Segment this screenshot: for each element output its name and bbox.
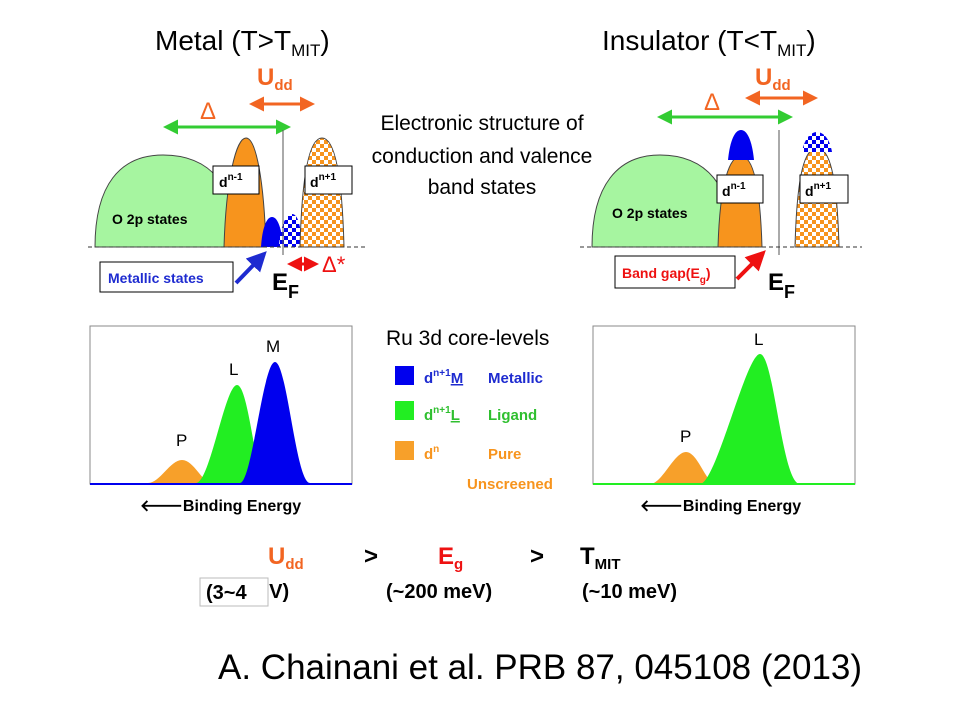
spectrum-right-label-p: P bbox=[680, 427, 691, 446]
insulator-title: Insulator (T<TMIT) bbox=[602, 25, 816, 60]
metal-o2p-label: O 2p states bbox=[112, 211, 188, 227]
insulator-o2p-band bbox=[591, 154, 736, 248]
legend-term-ligand: dn+1L bbox=[424, 405, 460, 424]
insulator-metallic-cap bbox=[728, 130, 754, 160]
legend-name-unscreened: Unscreened bbox=[467, 476, 553, 493]
relation-eg: Eg bbox=[438, 543, 463, 573]
spectrum-left: P L M 🡐Binding Energy bbox=[89, 325, 353, 515]
relation-eg-value: (~200 meV) bbox=[386, 581, 492, 603]
legend-swatch-metallic bbox=[395, 366, 414, 385]
legend-name-pure: Pure bbox=[488, 446, 521, 463]
relation-gt-1: > bbox=[364, 543, 378, 570]
spectrum-left-peak-m bbox=[240, 362, 352, 484]
metal-dn-plus-label: dn+1 bbox=[310, 172, 337, 190]
relation-tmit: TMIT bbox=[580, 543, 621, 573]
insulator-dn-minus-label: dn-1 bbox=[722, 181, 746, 199]
metal-udd-label: Udd bbox=[257, 64, 293, 94]
spectrum-right-peak-l bbox=[700, 354, 800, 484]
band-gap-box bbox=[614, 255, 736, 289]
spectrum-left-label-m: M bbox=[266, 337, 280, 356]
spectrum-left-label-p: P bbox=[176, 431, 187, 450]
insulator-dn-plus-box bbox=[799, 174, 849, 204]
insulator-o2p-label: O 2p states bbox=[612, 205, 688, 221]
metal-title: Metal (T>TMIT) bbox=[155, 25, 330, 60]
metal-dn-minus-box bbox=[212, 165, 260, 195]
legend-swatch-pure bbox=[395, 441, 414, 460]
spectrum-right-label-l: L bbox=[754, 330, 763, 349]
insulator-dn-minus-box bbox=[716, 174, 764, 204]
citation: A. Chainani et al. PRB 87, 045108 (2013) bbox=[218, 648, 863, 687]
relation-udd-value-overlay bbox=[199, 577, 269, 607]
metal-delta-label: Δ bbox=[200, 98, 216, 125]
insulator-dn-plus-cap bbox=[802, 132, 832, 152]
center-caption: Electronic structure of conduction and v… bbox=[372, 112, 593, 199]
spectrum-right-axis-label: 🡐Binding Energy bbox=[640, 498, 801, 515]
legend-title: Ru 3d core-levels bbox=[386, 327, 549, 350]
relation-udd-value: (3~4 bbox=[206, 582, 247, 604]
energy-relation: Udd > Eg > TMIT eV) (3~4 (~200 meV) (~10… bbox=[199, 543, 677, 607]
metal-dn-minus-label: dn-1 bbox=[219, 172, 243, 190]
center-line-3: band states bbox=[428, 176, 537, 199]
center-line-2: conduction and valence bbox=[372, 145, 593, 168]
delta-star-label: Δ* bbox=[322, 252, 346, 277]
spectrum-left-peak-l bbox=[196, 385, 266, 483]
spectrum-right: P L 🡐Binding Energy bbox=[592, 325, 856, 515]
insulator-delta-label: Δ bbox=[704, 89, 720, 116]
metal-dn-plus-box bbox=[304, 165, 353, 195]
relation-gt-2: > bbox=[530, 543, 544, 570]
metal-diagram: Metal (T>TMIT) Udd Δ O 2p states dn-1 dn… bbox=[88, 25, 365, 302]
metallic-states-arrow bbox=[234, 251, 267, 285]
insulator-diagram: Insulator (T<TMIT) Udd Δ O 2p states dn-… bbox=[580, 25, 862, 302]
band-gap-arrow bbox=[735, 250, 766, 281]
insulator-ef-label: EF bbox=[768, 269, 795, 302]
metal-metallic-peak bbox=[261, 217, 283, 247]
center-line-1: Electronic structure of bbox=[380, 112, 583, 135]
metal-metallic-peak-upper bbox=[279, 214, 302, 247]
spectrum-right-peak-p bbox=[593, 452, 716, 484]
insulator-udd-label: Udd bbox=[755, 64, 791, 94]
legend-term-metallic: dn+1M bbox=[424, 368, 463, 387]
relation-udd: Udd bbox=[268, 543, 304, 573]
relation-tmit-value: (~10 meV) bbox=[582, 581, 677, 603]
legend-swatch-ligand bbox=[395, 401, 414, 420]
metallic-states-label: Metallic states bbox=[108, 270, 204, 286]
band-gap-label: Band gap(Eg) bbox=[622, 265, 711, 286]
insulator-dn-plus-label: dn+1 bbox=[805, 181, 832, 199]
legend: Ru 3d core-levels dn+1M Metallic dn+1L L… bbox=[386, 327, 553, 493]
legend-term-pure: dn bbox=[424, 444, 439, 463]
metallic-states-box bbox=[99, 261, 234, 293]
metal-ef-label: EF bbox=[272, 269, 299, 302]
spectrum-left-label-l: L bbox=[229, 360, 238, 379]
legend-name-metallic: Metallic bbox=[488, 370, 543, 387]
spectrum-left-peak-p bbox=[90, 460, 212, 483]
legend-name-ligand: Ligand bbox=[488, 407, 537, 424]
spectrum-left-axis-label: 🡐Binding Energy bbox=[140, 498, 301, 515]
